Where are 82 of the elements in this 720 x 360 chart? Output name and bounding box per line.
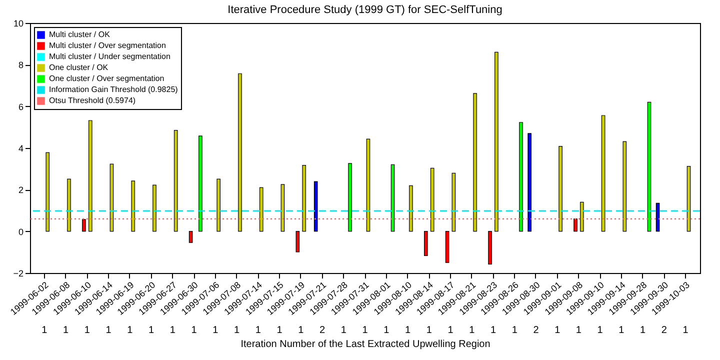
bar bbox=[82, 219, 86, 232]
text: 2 bbox=[319, 325, 326, 336]
bar bbox=[46, 152, 50, 232]
text: 1 bbox=[212, 325, 219, 336]
legend-label: Multi cluster / Over segmentation bbox=[49, 41, 166, 50]
text: 1 bbox=[148, 325, 155, 336]
y-tick-label: 8 bbox=[18, 60, 24, 70]
text: 1 bbox=[84, 325, 90, 336]
bar bbox=[574, 218, 578, 232]
bar bbox=[259, 187, 264, 232]
bar bbox=[198, 136, 202, 232]
bar bbox=[238, 73, 242, 232]
bar bbox=[528, 133, 532, 232]
text: 1 bbox=[191, 325, 198, 336]
bar bbox=[390, 164, 395, 232]
text: 1 bbox=[234, 325, 240, 336]
text: 1 bbox=[426, 325, 432, 336]
text: 1 bbox=[404, 325, 411, 336]
text: 1 bbox=[554, 325, 561, 336]
y-tick-label: 6 bbox=[18, 102, 24, 112]
bar bbox=[67, 178, 71, 232]
bar bbox=[656, 202, 660, 232]
legend-label: Multi cluster / OK bbox=[49, 30, 111, 39]
text: 1 bbox=[276, 325, 283, 336]
text: 1 bbox=[576, 325, 582, 336]
text: 1 bbox=[298, 325, 304, 336]
text: 1 bbox=[469, 325, 476, 336]
text: 1 bbox=[448, 325, 454, 336]
text: 1 bbox=[512, 325, 518, 336]
text: 2 bbox=[661, 325, 668, 336]
text: 1 bbox=[106, 325, 112, 336]
y-tick-label: 10 bbox=[13, 18, 24, 28]
bar bbox=[366, 138, 370, 232]
bar bbox=[647, 102, 652, 232]
text: 1 bbox=[640, 325, 646, 336]
text: 2 bbox=[533, 325, 540, 336]
bar bbox=[314, 181, 318, 232]
chart-title: Iterative Procedure Study (1999 GT) for SEC-SelfTuning bbox=[228, 4, 502, 16]
text: 1 bbox=[384, 325, 390, 336]
text: 1 bbox=[597, 325, 604, 336]
x-axis-title: Iteration Number of the Last Extracted Upwelling Region bbox=[240, 338, 490, 350]
bar bbox=[216, 178, 221, 232]
bar bbox=[601, 115, 606, 232]
legend-label: One cluster / Over segmentation bbox=[49, 74, 164, 83]
legend-label: One cluster / OK bbox=[49, 63, 109, 72]
bar bbox=[302, 164, 306, 232]
y-tick-label: 4 bbox=[18, 144, 24, 154]
bar bbox=[519, 122, 523, 232]
text: 1 bbox=[63, 325, 70, 336]
bar bbox=[473, 93, 477, 232]
bar bbox=[622, 141, 627, 232]
bar bbox=[686, 166, 691, 232]
text: 1 bbox=[490, 325, 496, 336]
text: 1 bbox=[340, 325, 347, 336]
legend-label: Otsu Threshold (0.5974) bbox=[49, 96, 136, 105]
text: 1 bbox=[170, 325, 176, 336]
bar bbox=[558, 146, 562, 232]
bar bbox=[152, 184, 156, 232]
bar bbox=[445, 231, 450, 263]
legend-label: Information Gain Threshold (0.9825) bbox=[49, 85, 178, 94]
bar bbox=[488, 231, 492, 265]
bar bbox=[296, 231, 300, 252]
text: 1 bbox=[127, 325, 134, 336]
text: 1 bbox=[42, 325, 48, 336]
bar bbox=[409, 185, 413, 232]
y-tick-label: −2 bbox=[13, 268, 24, 278]
bar bbox=[88, 120, 92, 232]
bar bbox=[494, 52, 498, 232]
text: 1 bbox=[362, 325, 368, 336]
text: 1 bbox=[682, 325, 689, 336]
bar bbox=[424, 231, 428, 256]
bar bbox=[280, 184, 285, 232]
legend-label: Multi cluster / Under segmentation bbox=[49, 52, 170, 61]
bar bbox=[174, 130, 178, 232]
bar bbox=[348, 163, 352, 232]
bar bbox=[580, 202, 584, 232]
text: 1 bbox=[618, 325, 625, 336]
bar bbox=[131, 180, 136, 232]
y-tick-label: 0 bbox=[18, 226, 24, 237]
text: 1 bbox=[255, 325, 262, 336]
bar bbox=[188, 231, 193, 243]
y-tick-label: 2 bbox=[18, 185, 24, 196]
